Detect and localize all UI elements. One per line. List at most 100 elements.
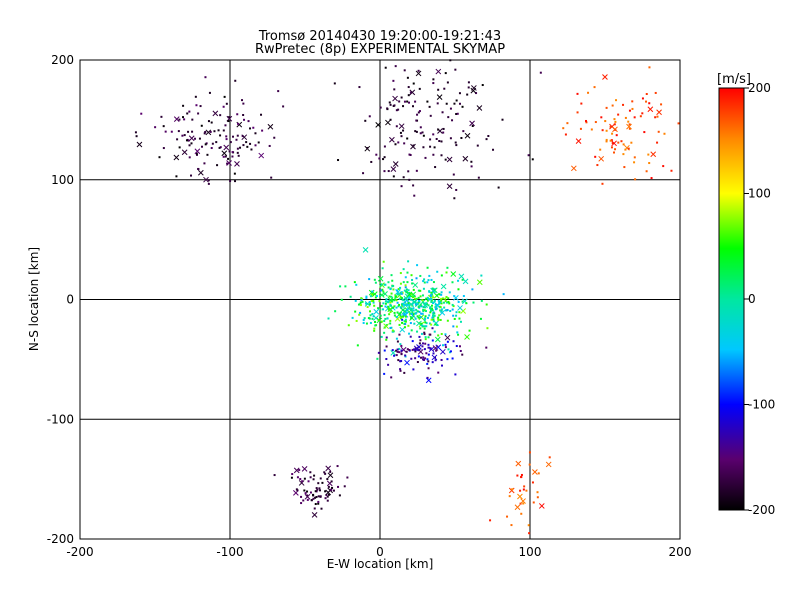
data-point xyxy=(154,126,157,129)
data-point xyxy=(633,156,636,159)
data-point xyxy=(427,316,430,319)
data-point xyxy=(643,131,646,134)
data-point xyxy=(296,489,299,492)
data-point xyxy=(208,91,211,94)
data-point xyxy=(224,124,227,127)
data-point-x xyxy=(399,326,406,333)
data-point xyxy=(614,148,617,151)
data-point xyxy=(449,59,452,62)
data-point xyxy=(182,104,185,107)
data-point xyxy=(444,333,447,336)
data-point xyxy=(437,318,440,321)
data-point xyxy=(378,157,381,160)
data-point xyxy=(242,144,245,147)
data-point xyxy=(317,495,320,498)
data-point xyxy=(318,487,321,490)
data-point xyxy=(404,286,407,289)
data-point-x xyxy=(304,493,311,500)
data-point xyxy=(362,321,365,324)
data-point xyxy=(428,314,431,317)
data-point xyxy=(594,155,597,158)
data-point xyxy=(446,358,449,361)
data-point xyxy=(409,298,412,301)
data-point xyxy=(366,305,369,308)
data-point-x xyxy=(327,472,334,479)
data-point xyxy=(445,295,448,298)
data-point xyxy=(407,94,410,97)
data-point xyxy=(355,283,358,286)
data-point xyxy=(207,120,210,123)
data-point xyxy=(444,300,447,303)
data-point xyxy=(207,179,210,182)
data-point xyxy=(440,364,443,367)
data-point xyxy=(420,356,423,359)
data-point xyxy=(236,134,239,137)
data-point xyxy=(380,320,383,323)
data-point xyxy=(249,142,252,145)
data-point xyxy=(401,315,404,318)
data-point xyxy=(383,349,386,352)
data-point xyxy=(306,490,309,493)
data-point xyxy=(423,319,426,322)
data-point xyxy=(242,102,245,105)
data-point xyxy=(428,105,431,108)
data-point xyxy=(458,92,461,95)
data-point xyxy=(436,324,439,327)
data-point-x xyxy=(377,275,384,282)
data-point xyxy=(437,299,440,302)
data-point xyxy=(424,310,427,313)
data-point xyxy=(375,153,378,156)
data-point xyxy=(427,298,430,301)
data-point xyxy=(234,79,237,82)
data-point xyxy=(206,153,209,156)
data-point xyxy=(203,132,206,135)
x-tick-label: 100 xyxy=(519,545,542,559)
x-tick-label: -100 xyxy=(216,545,243,559)
data-point xyxy=(424,338,427,341)
data-point xyxy=(190,174,193,177)
data-point xyxy=(576,92,579,95)
data-point xyxy=(158,156,161,159)
data-point xyxy=(421,358,424,361)
data-point-x xyxy=(532,469,538,475)
data-point xyxy=(351,316,354,319)
data-point xyxy=(303,489,306,492)
data-point xyxy=(398,347,401,350)
data-point xyxy=(327,317,330,320)
data-point xyxy=(302,499,305,502)
data-point xyxy=(390,274,393,277)
data-point xyxy=(610,146,613,149)
y-tick-label: 200 xyxy=(51,53,74,67)
data-point xyxy=(380,304,383,307)
data-point-x xyxy=(432,345,439,351)
data-point xyxy=(487,135,490,138)
data-point xyxy=(437,128,440,131)
data-point-x xyxy=(136,141,143,148)
data-point xyxy=(428,307,431,310)
data-point xyxy=(319,489,322,492)
data-point xyxy=(453,102,456,105)
data-point xyxy=(451,303,454,306)
data-point xyxy=(425,297,428,300)
data-point xyxy=(605,129,608,132)
data-point xyxy=(462,130,465,133)
data-point xyxy=(425,302,428,305)
data-point xyxy=(368,278,371,281)
data-point xyxy=(417,355,420,358)
data-point xyxy=(564,133,567,136)
data-point xyxy=(355,319,358,322)
data-point xyxy=(423,325,426,328)
data-point xyxy=(164,130,167,133)
data-point-x xyxy=(425,377,432,384)
data-point xyxy=(387,170,390,173)
data-point xyxy=(391,329,394,332)
data-point xyxy=(359,303,362,306)
data-point xyxy=(399,369,402,372)
data-point xyxy=(445,301,448,304)
data-point xyxy=(580,102,583,105)
data-point xyxy=(399,343,402,346)
data-point xyxy=(398,312,401,315)
data-point xyxy=(300,502,303,505)
data-point xyxy=(458,311,461,314)
data-point xyxy=(650,177,653,180)
